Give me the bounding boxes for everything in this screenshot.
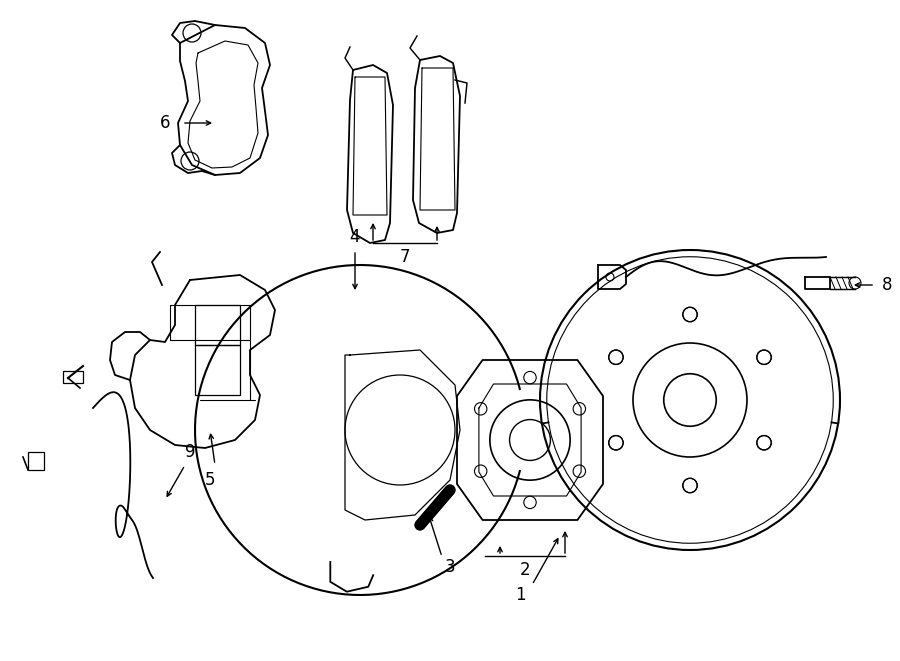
- Text: 4: 4: [350, 228, 360, 246]
- Text: 6: 6: [160, 114, 170, 132]
- Text: 8: 8: [882, 276, 892, 294]
- Bar: [195, 305, 240, 345]
- Text: 2: 2: [519, 561, 530, 579]
- Bar: [63, 371, 83, 383]
- Bar: [28, 452, 44, 470]
- Text: 7: 7: [400, 248, 410, 266]
- Text: 9: 9: [184, 443, 195, 461]
- Text: 1: 1: [515, 586, 526, 604]
- Bar: [195, 345, 240, 395]
- Text: 3: 3: [445, 558, 455, 576]
- Text: 5: 5: [205, 471, 215, 489]
